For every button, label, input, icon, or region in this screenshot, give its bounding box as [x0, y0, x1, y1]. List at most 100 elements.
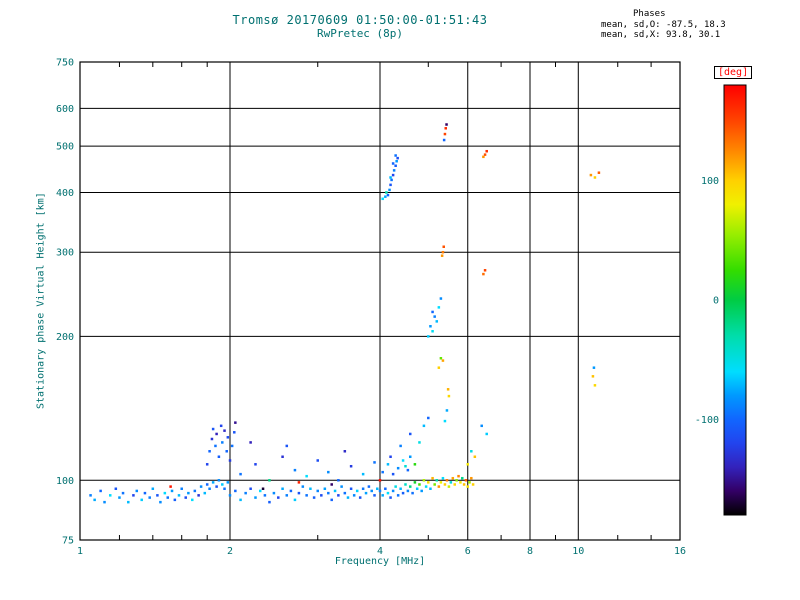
data-point	[483, 153, 487, 156]
data-point	[272, 491, 276, 495]
data-point	[135, 489, 139, 493]
data-point	[442, 138, 446, 142]
data-point	[108, 494, 112, 497]
data-point	[330, 498, 333, 502]
data-point	[285, 494, 289, 497]
data-point	[215, 485, 218, 488]
data-point	[316, 489, 319, 493]
data-point	[462, 483, 466, 486]
data-point	[593, 384, 597, 387]
data-point	[191, 498, 194, 502]
data-point	[169, 485, 172, 488]
data-point	[103, 500, 106, 504]
data-point	[473, 455, 477, 459]
data-point	[431, 310, 434, 314]
data-point	[349, 487, 353, 491]
data-point	[230, 444, 234, 448]
data-point	[591, 375, 595, 378]
data-point	[173, 498, 177, 502]
data-point	[293, 498, 297, 502]
data-point	[281, 487, 284, 491]
data-point	[418, 483, 421, 486]
data-point	[406, 489, 410, 493]
data-point	[187, 491, 190, 495]
data-point	[316, 459, 319, 462]
data-point	[254, 496, 257, 499]
data-point	[223, 429, 226, 432]
data-point	[244, 491, 247, 495]
data-point	[441, 476, 445, 480]
data-point	[367, 485, 371, 488]
data-point	[132, 494, 135, 497]
data-point	[429, 325, 432, 328]
data-point	[445, 123, 448, 126]
data-point	[305, 494, 308, 497]
data-point	[447, 394, 451, 398]
data-point	[471, 483, 475, 486]
data-point	[249, 487, 252, 491]
data-point	[361, 472, 365, 476]
data-point	[399, 444, 402, 448]
data-point	[385, 191, 388, 194]
data-point	[151, 487, 155, 491]
x-tick-label: 10	[572, 546, 584, 557]
data-point	[597, 171, 601, 174]
data-point	[431, 330, 434, 333]
data-point	[429, 487, 432, 491]
data-point	[234, 489, 237, 493]
data-point	[446, 388, 450, 391]
data-point	[443, 419, 447, 423]
data-point	[445, 409, 449, 412]
data-point	[93, 498, 96, 502]
data-point	[127, 500, 130, 504]
plot-title: Tromsø 20170609 01:50:00-01:51:43	[232, 13, 488, 27]
y-tick-label: 75	[62, 536, 74, 547]
data-point	[389, 176, 392, 179]
data-point	[214, 444, 217, 448]
data-point	[208, 487, 211, 491]
data-point	[289, 489, 293, 493]
data-point	[388, 188, 391, 192]
data-point	[431, 476, 434, 480]
data-point	[239, 472, 242, 476]
data-point	[263, 494, 267, 497]
data-point	[184, 496, 187, 499]
data-point	[443, 483, 447, 486]
data-point	[396, 156, 399, 160]
colorbar-tick-label: 100	[701, 176, 719, 187]
plot-subtitle: RwPretec (8p)	[316, 27, 404, 40]
data-point	[254, 463, 257, 466]
colorbar	[723, 84, 747, 516]
data-point	[439, 481, 443, 484]
y-tick-label: 750	[56, 58, 74, 69]
data-point	[449, 481, 453, 484]
data-point	[370, 489, 373, 493]
x-tick-label: 1	[77, 546, 83, 557]
data-point	[394, 485, 397, 488]
data-point	[221, 441, 224, 444]
data-point	[480, 424, 483, 428]
data-point	[589, 173, 593, 177]
data-point	[394, 154, 397, 157]
data-point	[427, 416, 430, 420]
data-point	[470, 450, 473, 453]
data-point	[415, 487, 419, 491]
data-point	[413, 463, 417, 466]
data-point	[386, 463, 390, 466]
data-point	[114, 487, 118, 491]
data-point	[297, 491, 301, 495]
data-point	[293, 468, 297, 472]
data-point	[392, 169, 396, 172]
y-tick-label: 100	[56, 476, 74, 487]
plot-border	[79, 61, 681, 541]
data-point	[140, 498, 143, 502]
data-point	[482, 272, 485, 276]
data-point	[485, 432, 488, 436]
data-point	[301, 485, 305, 488]
phases-x-stats: mean, sd,X: 93.8, 30.1	[601, 30, 721, 40]
data-point	[223, 487, 226, 491]
colorbar-tick-label: 0	[713, 296, 719, 307]
data-point	[455, 479, 458, 482]
data-point	[118, 496, 121, 499]
